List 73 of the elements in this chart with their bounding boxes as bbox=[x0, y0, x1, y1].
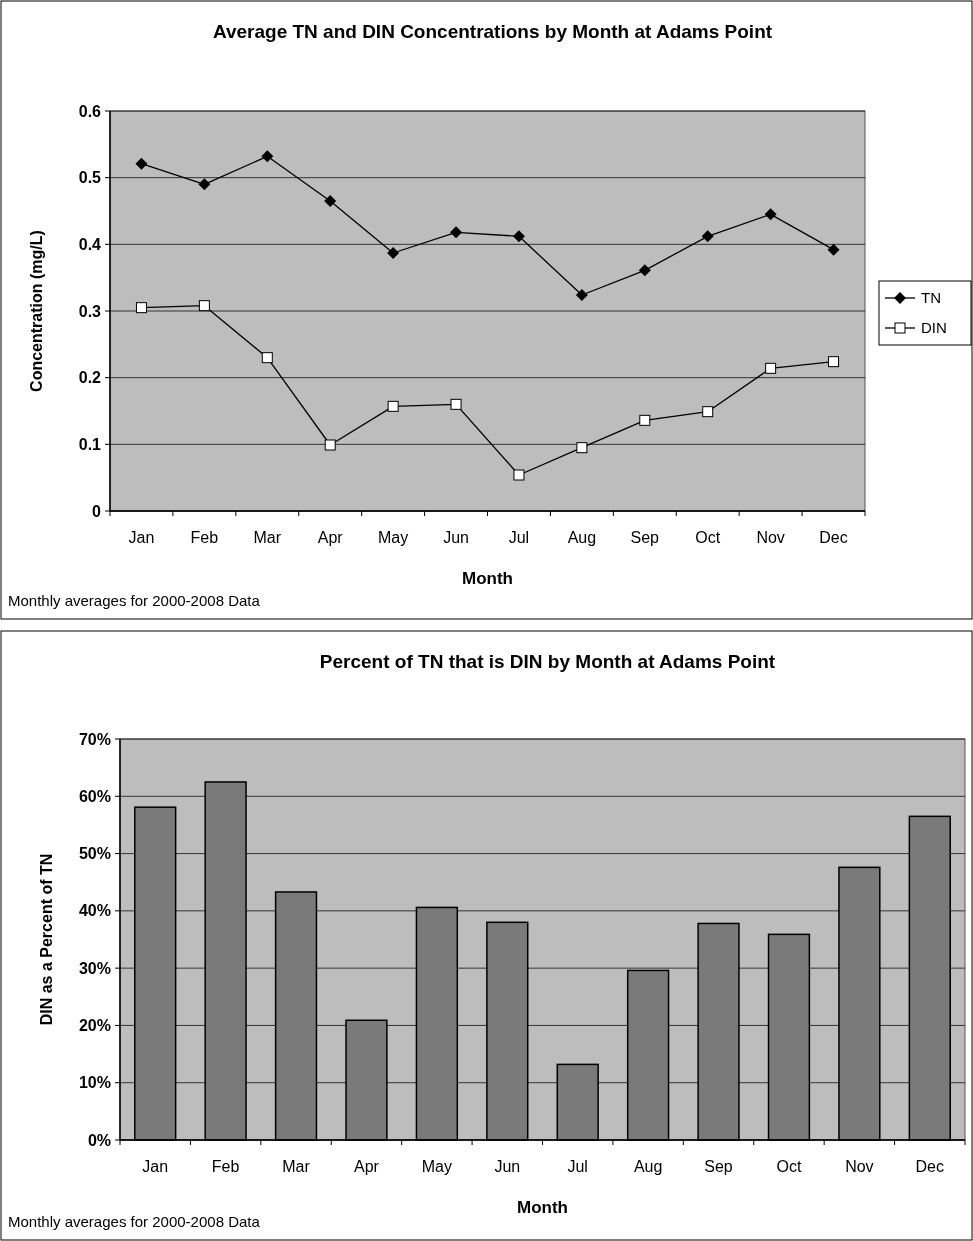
chart-title: Percent of TN that is DIN by Month at Adams Point bbox=[319, 651, 776, 672]
point bbox=[512, 230, 525, 243]
point bbox=[450, 398, 462, 410]
x-tick-label: Oct bbox=[776, 1158, 802, 1175]
point bbox=[261, 352, 273, 364]
y-axis-title: DIN as a Percent of TN bbox=[38, 853, 55, 1026]
text: Monthly averages for 2000-2008 Data bbox=[8, 592, 261, 609]
point bbox=[638, 264, 651, 277]
point bbox=[576, 442, 588, 454]
x-tick-label: Jan bbox=[142, 1158, 169, 1175]
x-tick-label: Dec bbox=[915, 1158, 945, 1175]
point bbox=[827, 243, 840, 256]
point bbox=[765, 362, 777, 374]
point bbox=[198, 178, 211, 191]
x-tick-label: Jul bbox=[567, 1158, 588, 1175]
y-tick-label: 40% bbox=[78, 902, 111, 920]
y-tick-label: 0.4 bbox=[78, 235, 102, 253]
x-tick-label: Oct bbox=[695, 529, 721, 546]
legend-label: TN bbox=[921, 289, 941, 307]
point bbox=[702, 406, 714, 418]
y-tick-label: 10% bbox=[78, 1074, 111, 1092]
point bbox=[198, 300, 210, 312]
x-tick-label: Dec bbox=[819, 529, 848, 546]
y-tick-label: 20% bbox=[78, 1017, 111, 1035]
point bbox=[135, 157, 148, 170]
y-tick-label: 0.3 bbox=[78, 302, 102, 320]
x-tick-label: Apr bbox=[317, 529, 344, 546]
y-axis-title: Concentration (mg/L) bbox=[28, 230, 45, 392]
x-tick-label: Mar bbox=[282, 1158, 311, 1175]
x-axis-title: Month bbox=[517, 1198, 568, 1217]
point bbox=[324, 195, 337, 207]
x-tick-label: Jun bbox=[443, 529, 469, 546]
x-axis-title: Month bbox=[462, 569, 513, 588]
chart-title: Average TN and DIN Concentrations by Month at Adams Point bbox=[212, 21, 773, 42]
x-tick-label: Jan bbox=[128, 529, 155, 546]
x-tick-label: Jun bbox=[494, 1158, 521, 1175]
point bbox=[261, 150, 274, 163]
y-tick-label: 0.5 bbox=[78, 169, 102, 187]
x-tick-label: Feb bbox=[211, 1158, 240, 1175]
y-tick-label: 60% bbox=[78, 787, 111, 805]
x-tick-label: Aug bbox=[633, 1158, 663, 1175]
point bbox=[639, 414, 651, 426]
point bbox=[828, 356, 840, 368]
y-tick-label: 30% bbox=[78, 959, 111, 977]
y-tick-label: 0.2 bbox=[78, 369, 102, 387]
point bbox=[324, 439, 336, 451]
x-tick-label: May bbox=[378, 529, 409, 546]
y-tick-label: 70% bbox=[78, 730, 111, 748]
point bbox=[513, 469, 525, 481]
y-tick-label: 0.1 bbox=[78, 435, 102, 453]
x-tick-label: Jul bbox=[508, 529, 530, 546]
x-tick-label: Sep bbox=[704, 1158, 733, 1175]
x-tick-label: Mar bbox=[253, 529, 282, 546]
point bbox=[387, 247, 400, 259]
point bbox=[387, 400, 399, 412]
point bbox=[701, 230, 714, 243]
x-tick-label: Nov bbox=[756, 529, 785, 546]
y-tick-label: 0% bbox=[87, 1131, 111, 1149]
point bbox=[575, 289, 588, 301]
legend-label: DIN bbox=[921, 319, 947, 337]
x-tick-label: Sep bbox=[630, 529, 660, 546]
x-tick-label: Nov bbox=[845, 1158, 874, 1175]
y-tick-label: 0 bbox=[92, 502, 102, 520]
point bbox=[764, 208, 777, 221]
x-tick-label: Apr bbox=[354, 1158, 380, 1175]
point bbox=[135, 302, 147, 314]
y-tick-label: 50% bbox=[78, 845, 111, 863]
text: Monthly averages for 2000-2008 Data bbox=[8, 1213, 261, 1230]
x-tick-label: Feb bbox=[190, 529, 219, 546]
x-tick-label: May bbox=[421, 1158, 452, 1175]
y-tick-label: 0.6 bbox=[78, 102, 102, 120]
point bbox=[450, 226, 463, 239]
x-tick-label: Aug bbox=[567, 529, 597, 546]
